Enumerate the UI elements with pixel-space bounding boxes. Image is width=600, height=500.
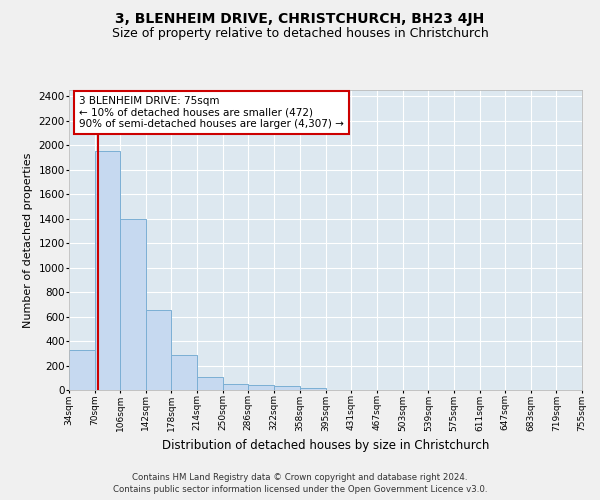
Bar — [146, 310, 172, 390]
Bar — [223, 384, 248, 390]
Bar — [197, 376, 223, 390]
Text: Contains public sector information licensed under the Open Government Licence v3: Contains public sector information licen… — [113, 485, 487, 494]
Bar — [274, 386, 299, 390]
Bar — [69, 350, 95, 390]
Text: 3 BLENHEIM DRIVE: 75sqm
← 10% of detached houses are smaller (472)
90% of semi-d: 3 BLENHEIM DRIVE: 75sqm ← 10% of detache… — [79, 96, 344, 129]
Y-axis label: Number of detached properties: Number of detached properties — [23, 152, 33, 328]
Bar — [95, 151, 120, 390]
Text: 3, BLENHEIM DRIVE, CHRISTCHURCH, BH23 4JH: 3, BLENHEIM DRIVE, CHRISTCHURCH, BH23 4J… — [115, 12, 485, 26]
X-axis label: Distribution of detached houses by size in Christchurch: Distribution of detached houses by size … — [162, 439, 489, 452]
Bar — [120, 218, 146, 390]
Bar — [248, 385, 274, 390]
Text: Contains HM Land Registry data © Crown copyright and database right 2024.: Contains HM Land Registry data © Crown c… — [132, 472, 468, 482]
Bar — [299, 388, 326, 390]
Bar — [172, 355, 197, 390]
Text: Size of property relative to detached houses in Christchurch: Size of property relative to detached ho… — [112, 28, 488, 40]
